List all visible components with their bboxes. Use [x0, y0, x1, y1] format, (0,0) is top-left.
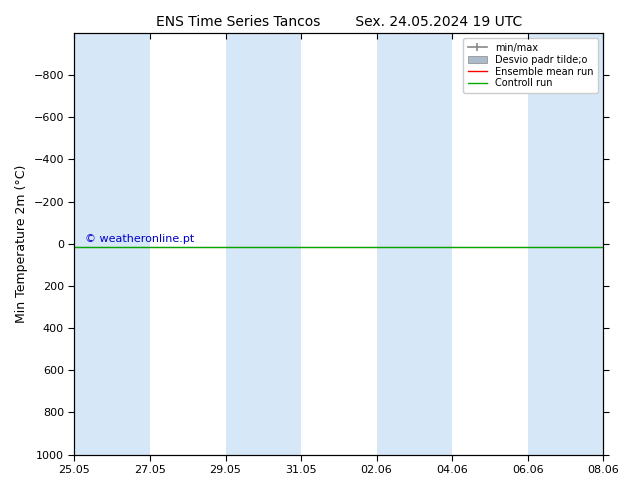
Text: © weatheronline.pt: © weatheronline.pt: [85, 234, 194, 244]
Title: ENS Time Series Tancos        Sex. 24.05.2024 19 UTC: ENS Time Series Tancos Sex. 24.05.2024 1…: [156, 15, 522, 29]
Bar: [226, 33, 301, 455]
Y-axis label: Min Temperature 2m (°C): Min Temperature 2m (°C): [15, 165, 28, 323]
Bar: [527, 33, 603, 455]
Bar: [377, 33, 452, 455]
Legend: min/max, Desvio padr tilde;o, Ensemble mean run, Controll run: min/max, Desvio padr tilde;o, Ensemble m…: [463, 38, 598, 94]
Bar: [74, 33, 150, 455]
